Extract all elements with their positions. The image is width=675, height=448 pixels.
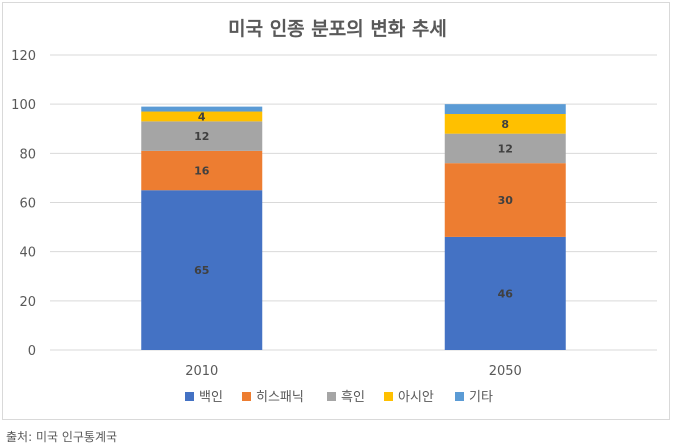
data-label: 12 xyxy=(498,142,513,155)
x-tick-label: 2010 xyxy=(185,364,218,379)
bar-segment xyxy=(141,150,263,191)
legend-swatch xyxy=(242,392,251,401)
bar-segment xyxy=(444,236,566,350)
legend-label: 히스패닉 xyxy=(256,390,304,405)
legend-label: 기타 xyxy=(469,390,493,405)
data-label: 65 xyxy=(194,264,209,277)
data-label: 16 xyxy=(194,165,210,178)
x-tick-label: 2050 xyxy=(489,364,522,379)
y-tick-label: 20 xyxy=(19,295,36,310)
legend-swatch xyxy=(384,392,393,401)
data-label: 8 xyxy=(501,118,509,131)
chart-title: 미국 인종 분포의 변화 추세 xyxy=(228,18,447,40)
legend-swatch xyxy=(455,392,464,401)
data-label: 4 xyxy=(198,110,206,123)
legend-label: 백인 xyxy=(199,390,223,405)
legend-swatch xyxy=(327,392,336,401)
legend-label: 아시안 xyxy=(398,390,434,405)
legend-swatch xyxy=(185,392,194,401)
y-tick-label: 40 xyxy=(19,246,36,261)
legend-label: 흑인 xyxy=(341,390,365,405)
bar-segment xyxy=(444,163,566,237)
data-label: 46 xyxy=(498,287,514,300)
bar-segment xyxy=(141,106,263,112)
y-tick-label: 100 xyxy=(11,98,36,113)
bar-segment xyxy=(141,111,263,122)
y-tick-label: 0 xyxy=(28,344,36,359)
data-label: 30 xyxy=(498,194,514,207)
bar-segment xyxy=(141,121,263,151)
source-note: 출처: 미국 인구통계국 xyxy=(6,430,118,444)
bar-segment xyxy=(141,190,263,350)
bar-segment xyxy=(444,133,566,164)
y-tick-label: 60 xyxy=(19,197,36,212)
bar-segment xyxy=(444,114,566,134)
y-tick-label: 80 xyxy=(19,147,36,162)
bar-segment xyxy=(444,104,566,114)
y-tick-label: 120 xyxy=(11,49,36,64)
data-label: 12 xyxy=(194,130,209,143)
